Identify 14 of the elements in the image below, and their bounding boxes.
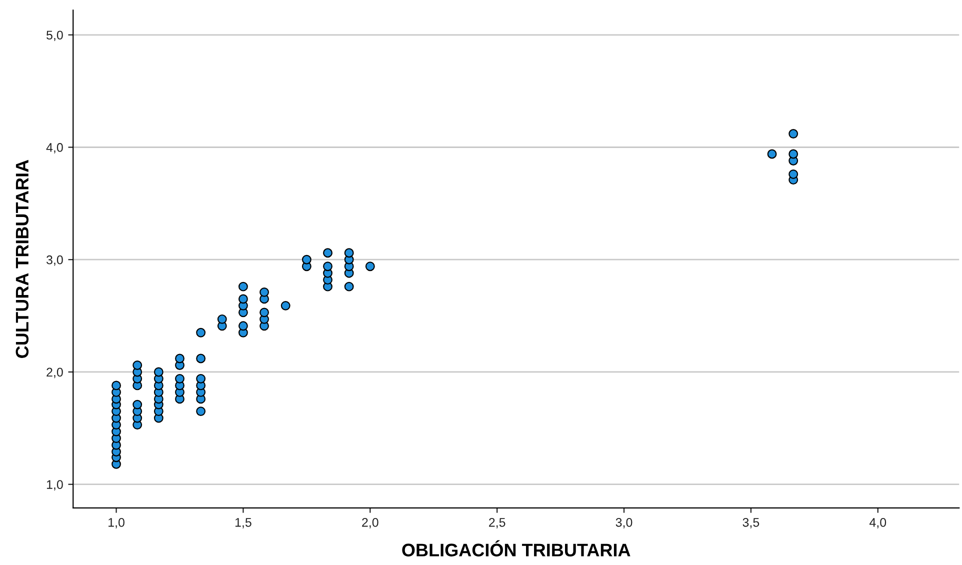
x-tick-label: 3,0 [616,518,632,528]
y-tick-label: 3,0 [46,255,63,266]
x-tick-label: 1,5 [235,518,252,528]
x-axis-title: OBLIGACIÓN TRIBUTARIA [402,540,630,556]
x-tick-label: 2,0 [362,518,378,528]
x-tick-label: 3,5 [742,518,760,528]
y-tick-label: 1,0 [46,480,63,490]
y-axis-title: CULTURA TRIBUTARIA [16,160,29,358]
x-tick-label: 4,0 [869,518,886,528]
x-tick-label: 1,0 [108,518,124,528]
y-tick-label: 4,0 [46,143,63,154]
x-tick-label: 2,5 [489,518,506,528]
y-tick-label: 2,0 [46,368,63,378]
y-tick-label: 5,0 [46,30,63,42]
